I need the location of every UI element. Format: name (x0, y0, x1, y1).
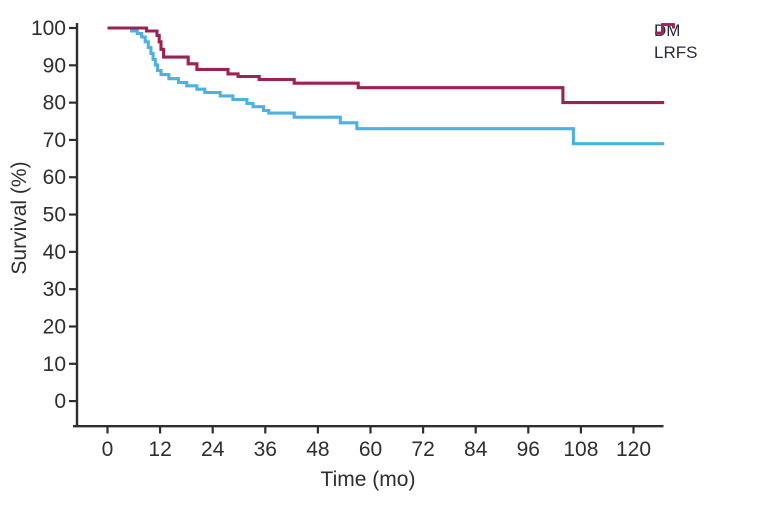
x-tick-label: 96 (517, 438, 540, 461)
y-tick-label: 100 (31, 17, 66, 40)
y-tick-label: 0 (54, 390, 66, 413)
x-tick-label: 120 (616, 438, 651, 461)
x-axis-ticks: 0 12 24 36 48 60 72 84 96 108 120 (102, 426, 651, 461)
survival-curves (107, 26, 665, 146)
y-tick-label: 90 (43, 54, 66, 77)
y-tick-label: 60 (43, 166, 66, 189)
x-tick-label: 24 (201, 438, 225, 461)
y-axis-label: Survival (%) (8, 161, 31, 275)
x-tick-label: 12 (148, 438, 171, 461)
x-tick-label: 0 (102, 438, 114, 461)
legend-item-lrfs: LRFS (654, 23, 698, 62)
y-axis-ticks: 0 10 20 30 40 50 60 70 80 90 100 (31, 17, 77, 413)
y-tick-label: 70 (43, 129, 66, 152)
axes (73, 23, 664, 428)
curve-dm (107, 26, 665, 146)
x-tick-label: 36 (254, 438, 277, 461)
y-tick-label: 10 (43, 353, 66, 376)
y-tick-label: 80 (43, 92, 66, 115)
legend-step-marker-icon (655, 23, 675, 35)
y-tick-label: 20 (43, 315, 66, 338)
legend: DM LRFS (654, 20, 697, 62)
axis-spines (73, 23, 664, 428)
y-tick-label: 30 (43, 278, 66, 301)
x-tick-label: 108 (563, 438, 598, 461)
legend-label: LRFS (654, 42, 698, 62)
y-tick-label: 50 (43, 204, 66, 227)
curve-lrfs (107, 26, 665, 105)
x-axis-label: Time (mo) (320, 468, 416, 491)
x-tick-label: 48 (306, 438, 329, 461)
x-tick-label: 84 (464, 438, 488, 461)
y-tick-label: 40 (43, 241, 66, 264)
x-tick-label: 60 (359, 438, 382, 461)
x-tick-label: 72 (411, 438, 434, 461)
